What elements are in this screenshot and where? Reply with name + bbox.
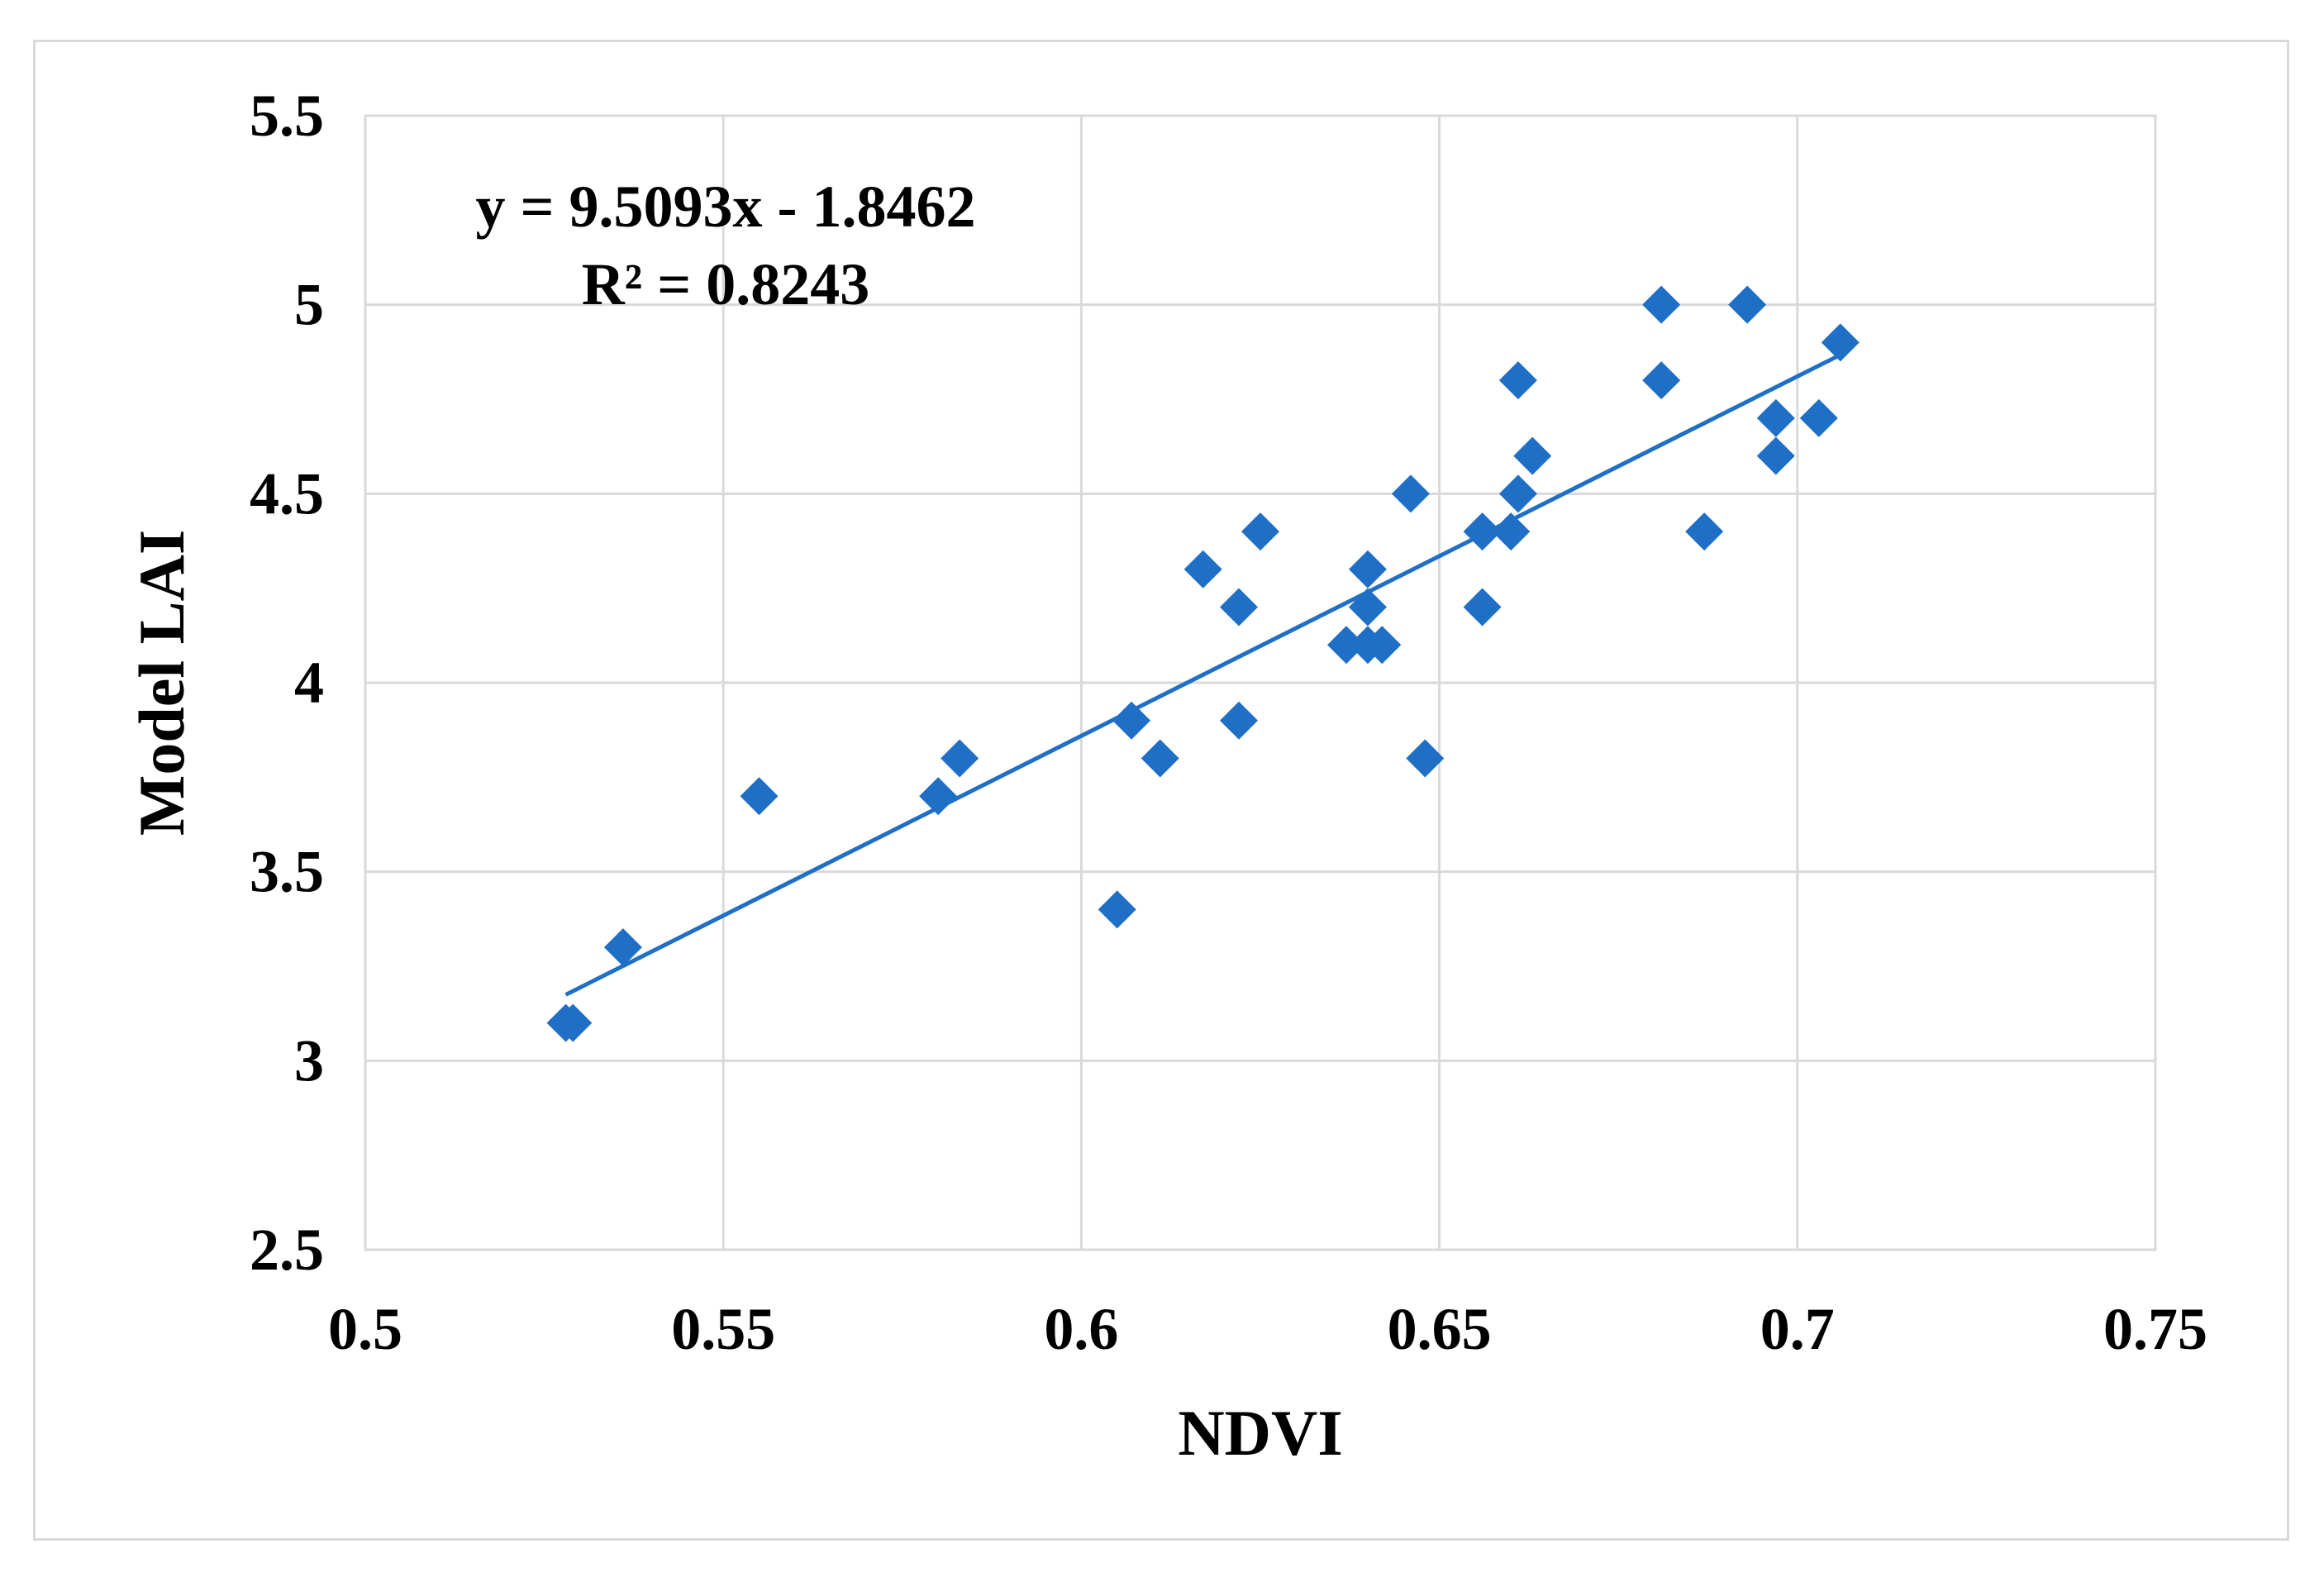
data-point bbox=[1141, 739, 1179, 778]
y-tick-label: 2.5 bbox=[250, 1217, 324, 1283]
data-point bbox=[1513, 436, 1552, 475]
x-axis-ticks: 0.5 0.55 0.6 0.65 0.7 0.75 bbox=[328, 1296, 2207, 1362]
x-tick-label: 0.55 bbox=[671, 1296, 775, 1362]
trendline-group bbox=[564, 353, 1841, 997]
data-point bbox=[1406, 739, 1445, 778]
data-point bbox=[1098, 890, 1136, 929]
x-tick-label: 0.5 bbox=[328, 1296, 402, 1362]
x-tick-label: 0.7 bbox=[1760, 1296, 1835, 1362]
data-point bbox=[1220, 701, 1259, 740]
data-points bbox=[546, 285, 1860, 1042]
data-point bbox=[1642, 361, 1681, 400]
x-tick-label: 0.65 bbox=[1388, 1296, 1492, 1362]
data-point bbox=[603, 928, 642, 967]
data-point bbox=[1728, 285, 1767, 324]
data-point bbox=[1363, 626, 1402, 665]
data-point bbox=[1799, 398, 1838, 437]
data-point bbox=[1220, 588, 1259, 627]
data-point bbox=[1756, 398, 1795, 437]
data-point bbox=[740, 777, 779, 816]
y-tick-label: 5.5 bbox=[250, 83, 324, 149]
data-point bbox=[1112, 701, 1151, 740]
data-point bbox=[1348, 550, 1387, 588]
trendline bbox=[564, 353, 1841, 997]
equation-label: y = 9.5093x - 1.8462 bbox=[475, 174, 975, 240]
data-point bbox=[554, 1003, 593, 1042]
data-point bbox=[1183, 550, 1222, 588]
data-point bbox=[1326, 626, 1365, 665]
y-tick-label: 4 bbox=[294, 650, 324, 716]
data-point bbox=[1821, 323, 1860, 362]
data-point bbox=[919, 777, 958, 816]
data-point bbox=[1685, 512, 1724, 551]
data-point bbox=[1241, 512, 1279, 551]
data-point bbox=[1642, 285, 1681, 324]
x-axis-title: NDVI bbox=[1178, 1397, 1342, 1469]
y-tick-label: 5 bbox=[294, 272, 324, 338]
data-point bbox=[941, 739, 979, 778]
x-tick-label: 0.6 bbox=[1044, 1296, 1118, 1362]
y-axis-ticks: 2.5 3 3.5 4 4.5 5 5.5 bbox=[250, 83, 324, 1283]
data-point bbox=[1463, 512, 1502, 551]
y-axis-title: Model LAI bbox=[126, 530, 198, 836]
r-squared-label: R² = 0.8243 bbox=[582, 251, 870, 317]
gridlines bbox=[364, 114, 2157, 1251]
y-tick-label: 4.5 bbox=[250, 460, 324, 527]
data-point bbox=[1348, 588, 1387, 627]
y-tick-label: 3 bbox=[294, 1027, 324, 1094]
data-point bbox=[1756, 436, 1795, 475]
data-point bbox=[1498, 474, 1537, 513]
x-tick-label: 0.75 bbox=[2103, 1296, 2207, 1362]
data-point bbox=[1492, 512, 1531, 551]
data-point bbox=[1391, 474, 1430, 513]
data-point bbox=[1463, 588, 1502, 627]
data-point bbox=[1498, 361, 1537, 400]
y-tick-label: 3.5 bbox=[250, 839, 324, 905]
